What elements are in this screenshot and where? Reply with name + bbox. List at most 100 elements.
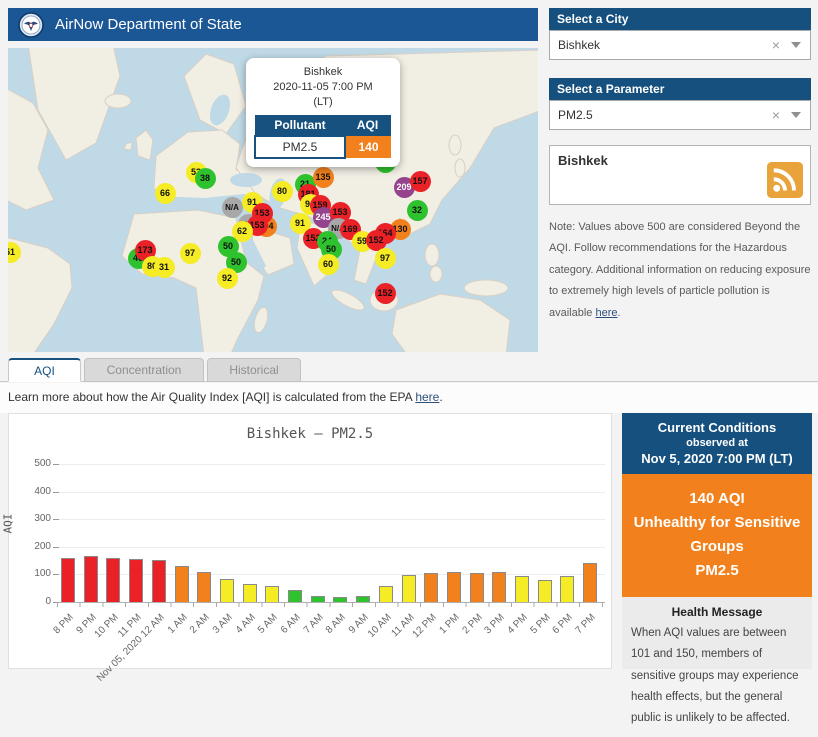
popup-datetime: 2020-11-05 7:00 PM [273,80,373,93]
chart-gridline [59,574,605,576]
city-clear-icon[interactable]: × [771,37,780,53]
health-message-title: Health Message [671,605,763,619]
chart-title: Bishkek – PM2.5 [246,426,374,442]
note-here-link[interactable]: here [595,306,618,319]
rss-icon[interactable] [767,162,803,198]
app-title: AirNow Department of State [55,16,242,33]
chart-bar[interactable] [61,557,75,602]
world-aqi-map[interactable]: 516653384617380319780N/A91104N/A15315362… [8,48,538,352]
chart-y-tick [53,602,59,603]
health-message-section: Health Message When AQI values are betwe… [622,597,812,737]
popup-timezone: (LT) [313,95,333,108]
conditions-subtitle: observed at [686,437,748,449]
chart-bar[interactable] [219,578,234,602]
aqi-map-marker[interactable]: 32 [406,199,428,221]
health-message-text: When AQI values are between 101 and 150,… [631,627,799,725]
tab-aqi[interactable]: AQI [8,358,81,382]
aqi-map-marker[interactable]: 97 [374,247,396,269]
popup-pollutant-value: PM2.5 [254,134,346,159]
chart-y-tick-label: 0 [45,596,51,607]
aqi-map-marker[interactable]: 38 [194,167,216,189]
app-header: AirNow Department of State [8,8,538,41]
aqi-map-marker[interactable]: 153 [329,201,351,223]
aqi-map-marker[interactable]: 60 [317,253,339,275]
aqi-map-marker[interactable]: 245 [312,206,334,228]
aqi-map-marker[interactable]: 31 [153,256,175,278]
learn-more-text: Learn more about how the Air Quality Ind… [8,390,443,404]
city-select-value: Bishkek [558,38,601,52]
popup-table: Pollutant AQI PM2.5 140 [254,114,392,159]
tab-concentration[interactable]: Concentration [84,358,204,382]
chart-bar[interactable] [446,572,461,602]
chart-bar[interactable] [537,579,552,602]
chart-y-tick-label: 200 [34,540,51,552]
popup-col-aqi: AQI [344,114,391,136]
chart-gridline [59,464,605,465]
feed-city-title: Bishkek [558,153,608,168]
current-conditions-panel: Current Conditions observed at Nov 5, 20… [622,413,812,724]
aqi-map-marker[interactable]: 50 [225,251,247,273]
conditions-datetime: Nov 5, 2020 7:00 PM (LT) [641,451,793,466]
aqi-map-marker[interactable]: 92 [216,267,238,289]
map-popup[interactable]: Bishkek 2020-11-05 7:00 PM (LT) Pollutan… [246,58,400,167]
aqi-map-marker[interactable]: 80 [271,180,293,202]
city-chevron-down-icon[interactable] [791,42,801,48]
aqi-map-marker[interactable]: 209 [393,176,415,198]
aqi-map-marker[interactable]: N/A [221,196,243,218]
chart-y-tick [53,519,59,521]
chart-bar[interactable] [288,589,302,602]
chart-bar[interactable] [310,595,325,602]
chart-bar[interactable] [151,560,166,602]
parameter-select-value: PM2.5 [558,108,593,122]
chart-gridline [59,519,605,521]
parameter-clear-icon[interactable]: × [771,107,780,123]
epa-here-link[interactable]: here [415,390,440,404]
aqi-map-marker[interactable]: 152 [374,282,396,304]
chart-bar[interactable] [424,573,439,602]
aqi-map-marker[interactable]: 62 [231,220,253,242]
chart-bar[interactable] [83,556,98,602]
aqi-map-marker[interactable]: 51 [8,241,21,263]
note-text: Note: Values above 500 are considered Be… [549,221,811,319]
aqi-value-line: 140 AQI [689,490,745,507]
chart-x-axis-ticks [57,602,604,607]
chart-bar[interactable] [174,566,189,602]
chart-bar[interactable] [106,557,121,602]
popup-city: Bishkek [303,66,343,78]
chart-bar[interactable] [469,573,484,602]
chart-gridline [59,491,605,493]
aqi-map-marker[interactable]: 157 [409,170,431,192]
chart-bar[interactable] [129,558,144,602]
aqi-map-marker[interactable]: 50 [217,235,239,257]
chart-y-tick-label: 300 [34,513,51,525]
aqi-map-marker[interactable]: 152 [365,229,387,251]
chart-bar[interactable] [333,597,348,602]
parameter-chevron-down-icon[interactable] [791,112,801,118]
chart-bar[interactable] [492,571,507,602]
aqi-map-marker[interactable]: 66 [154,182,176,204]
popup-aqi-value: 140 [344,135,391,158]
aqi-map-marker[interactable]: 91 [289,212,311,234]
chart-bar[interactable] [401,575,416,602]
city-select[interactable]: Bishkek × [549,30,811,60]
chart-y-tick-label: 400 [34,485,51,497]
chart-bar[interactable] [356,595,371,602]
aqi-chart: Bishkek – PM2.5 AQI 0 100 200 300 400 500 8 PM… [1,413,612,684]
chart-bar[interactable] [197,571,212,602]
chart-bar[interactable] [515,575,529,602]
tab-historical[interactable]: Historical [207,358,301,382]
aqi-category-line: Unhealthy for Sensitive Groups [633,514,801,555]
chart-bar[interactable] [560,575,575,602]
chart-bar[interactable] [378,585,393,602]
chart-y-tick [53,491,59,493]
chart-bar[interactable] [265,586,280,602]
aqi-map-marker[interactable]: 173 [134,239,156,261]
aqi-map-marker[interactable]: 135 [312,166,334,188]
city-select-header: Select a City [549,8,811,30]
aqi-map-marker[interactable]: 97 [179,242,201,264]
aqi-status-badge: 140 AQI Unhealthy for Sensitive Groups P… [622,474,812,597]
chart-bar[interactable] [583,563,598,602]
chart-bar[interactable] [242,583,257,602]
learn-more-strip: Learn more about how the Air Quality Ind… [0,383,818,413]
parameter-select[interactable]: PM2.5 × [549,100,811,130]
